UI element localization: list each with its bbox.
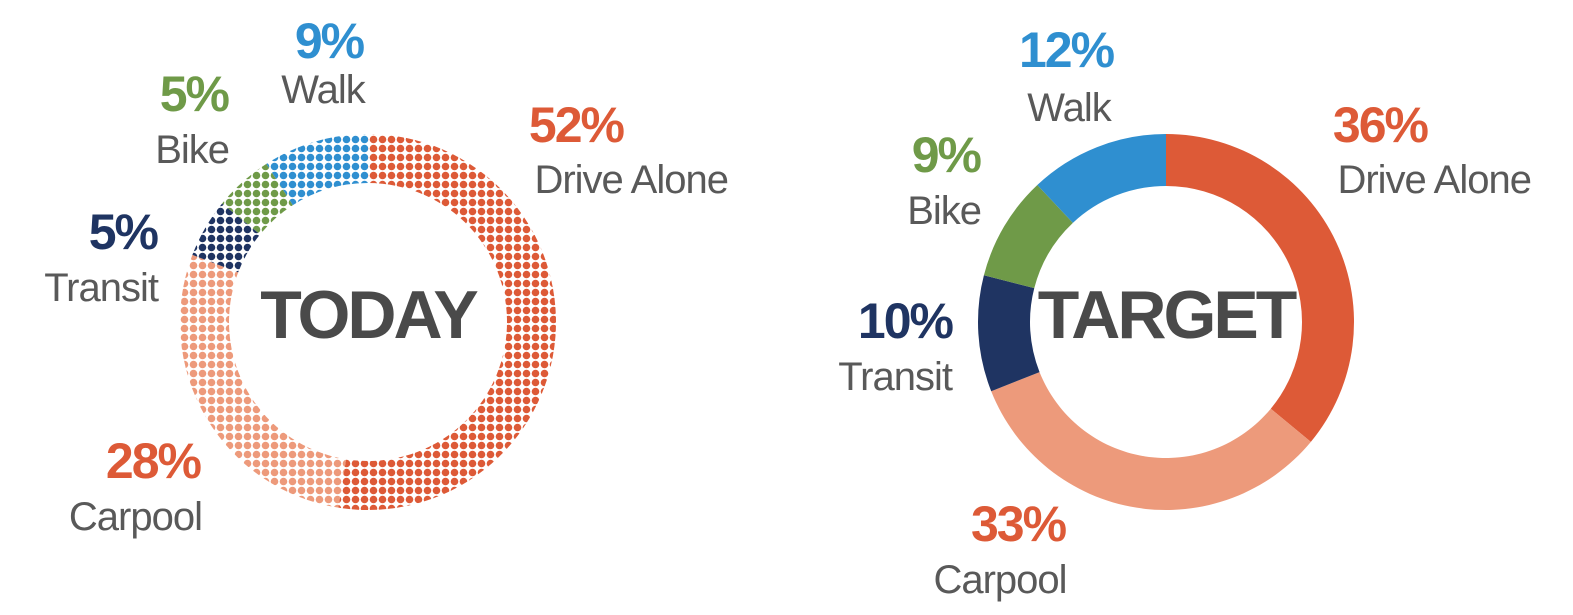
target-slice-transit	[978, 275, 1040, 392]
target-slice-bike	[983, 184, 1073, 289]
today-slice-walk	[266, 134, 368, 206]
today-walk-label: Walk	[281, 68, 366, 112]
today-carpool-label: Carpool	[69, 495, 202, 539]
donut-target-center-title: TARGET	[1038, 277, 1297, 353]
today-slice-carpool	[180, 254, 347, 508]
target-slice-walk	[1037, 134, 1166, 223]
target-transit-percent: 10%	[858, 293, 954, 349]
donut-today-slices	[180, 134, 556, 510]
target-drive-alone-label: Drive Alone	[1337, 158, 1531, 202]
target-carpool-label: Carpool	[933, 558, 1066, 602]
today-drive-alone-percent: 52%	[529, 97, 625, 153]
donut-today: TODAY 52% Drive Alone 28% Carpool 5% Tra…	[44, 13, 729, 539]
today-slice-transit	[192, 203, 261, 273]
today-bike-label: Bike	[155, 128, 229, 172]
target-slice-carpool	[991, 372, 1311, 510]
target-bike-percent: 9%	[912, 127, 982, 183]
target-slice-drive-alone	[1166, 134, 1354, 442]
today-transit-percent: 5%	[89, 204, 159, 260]
target-walk-percent: 12%	[1019, 22, 1115, 78]
target-drive-alone-percent: 36%	[1333, 97, 1429, 153]
today-transit-label: Transit	[44, 266, 159, 310]
donut-today-center-title: TODAY	[260, 277, 478, 353]
donut-target: TARGET 36% Drive Alone 33% Carpool 10% T…	[838, 22, 1532, 602]
target-transit-label: Transit	[838, 355, 953, 399]
today-slice-bike	[222, 163, 293, 235]
donut-target-slices	[978, 134, 1354, 510]
target-carpool-percent: 33%	[971, 496, 1067, 552]
today-slice-drive-alone	[338, 134, 556, 510]
today-walk-percent: 9%	[295, 13, 365, 69]
today-carpool-percent: 28%	[106, 433, 202, 489]
today-bike-percent: 5%	[160, 66, 230, 122]
today-drive-alone-label: Drive Alone	[534, 158, 728, 202]
target-walk-label: Walk	[1027, 86, 1112, 130]
target-bike-label: Bike	[907, 189, 981, 233]
